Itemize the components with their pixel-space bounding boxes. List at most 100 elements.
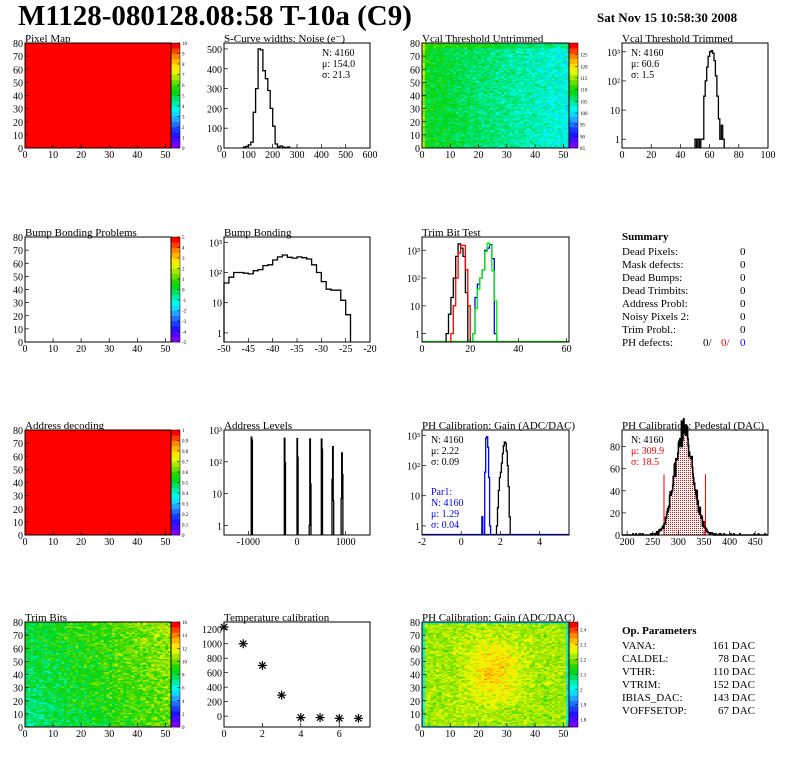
heatmap-cell — [430, 123, 434, 125]
heatmap-cell — [441, 83, 445, 86]
heatmap-cell — [478, 112, 482, 115]
heatmap-cell — [501, 121, 505, 124]
heatmap-cell — [467, 78, 471, 81]
palette-tick-label: 0.6 — [182, 471, 189, 476]
y-tick-label: 10³ — [407, 431, 420, 442]
heatmap-cell — [441, 66, 445, 69]
heatmap-cell — [441, 142, 445, 145]
heatmap-cell — [487, 54, 491, 57]
heatmap-cell — [461, 95, 465, 98]
heatmap-cell — [455, 96, 460, 99]
heatmap-cell — [453, 141, 457, 144]
heatmap-cell — [472, 56, 477, 58]
heatmap-cell — [492, 54, 496, 57]
heatmap-cell — [467, 125, 471, 128]
heatmap-cell — [453, 43, 457, 45]
heatmap-cell — [433, 132, 437, 134]
heatmap-cell — [509, 75, 513, 78]
heatmap-cell — [472, 92, 477, 95]
palette-tick-label: -2 — [182, 310, 187, 315]
heatmap-cell — [455, 44, 460, 46]
heatmap-cell — [427, 92, 431, 95]
heatmap-cell — [427, 117, 431, 120]
heatmap-cell — [441, 43, 445, 45]
heatmap-cell — [453, 146, 457, 149]
heatmap-cell — [441, 136, 445, 138]
heatmap-cell — [481, 77, 485, 79]
heatmap-cell — [495, 134, 499, 137]
heatmap-cell — [515, 130, 519, 133]
heatmap-cell — [512, 128, 516, 130]
stats-line: μ: 309.9 — [631, 446, 664, 457]
heatmap-cell — [475, 81, 479, 83]
heatmap-cell — [512, 103, 516, 105]
heatmap-cell — [472, 75, 477, 78]
heatmap-cell — [515, 100, 519, 103]
heatmap-cell — [487, 125, 491, 128]
heatmap-cell — [475, 85, 479, 87]
heatmap-cell — [447, 125, 451, 128]
heatmap-cell — [438, 134, 443, 137]
heatmap-cell — [422, 107, 426, 109]
heatmap-cell — [430, 100, 434, 103]
heatmap-cell — [427, 112, 431, 115]
heatmap-cell — [509, 111, 513, 113]
y-tick-label: 80 — [610, 443, 620, 454]
heatmap-cell — [441, 78, 445, 81]
heatmap-cell — [487, 106, 491, 108]
heatmap-cell — [444, 91, 448, 94]
heatmap-cell — [498, 103, 502, 105]
heatmap-cell — [475, 112, 479, 115]
heatmap-cell — [441, 86, 445, 88]
heatmap-cell — [472, 127, 477, 129]
heatmap-cell — [503, 145, 508, 147]
heatmap-cell — [503, 73, 508, 75]
heatmap-cell — [444, 50, 448, 53]
heatmap-cell — [472, 73, 477, 75]
heatmap-cell — [501, 81, 505, 83]
heatmap-cell — [484, 95, 488, 98]
palette-tick-label: 2 — [182, 126, 185, 131]
heatmap-cell — [467, 107, 471, 109]
heatmap-cell — [430, 107, 434, 109]
heatmap-cell — [484, 45, 488, 48]
heatmap-cell — [481, 94, 485, 96]
heatmap-cell — [427, 73, 431, 75]
heatmap-cell — [441, 69, 445, 71]
heatmap-cell — [478, 111, 482, 113]
heatmap-cell — [501, 95, 505, 98]
heatmap-cell — [447, 90, 451, 92]
heatmap-cell — [472, 77, 477, 79]
heatmap-cell — [470, 45, 474, 48]
heatmap-cell — [438, 64, 443, 66]
heatmap-cell — [461, 56, 465, 58]
heatmap-cell — [509, 50, 513, 53]
heatmap-cell — [509, 141, 513, 144]
heatmap-cell — [506, 73, 510, 75]
heatmap-cell — [484, 111, 488, 113]
heatmap-cell — [495, 90, 499, 92]
heatmap-cell — [481, 125, 485, 128]
heatmap-cell — [503, 121, 508, 124]
heatmap-cell — [458, 107, 462, 109]
heatmap-cell — [501, 115, 505, 117]
heatmap-cell — [487, 100, 491, 103]
heatmap-cell — [461, 77, 465, 79]
heatmap-cell — [453, 71, 457, 74]
heatmap-cell — [506, 43, 510, 45]
heatmap-cell — [475, 99, 479, 102]
palette-step — [171, 294, 180, 301]
heatmap-cell — [436, 145, 440, 147]
heatmap-cell — [444, 133, 448, 136]
heatmap-cell — [464, 82, 468, 84]
heatmap-cell — [427, 145, 431, 147]
stats-line: μ: 60.6 — [631, 59, 659, 70]
heatmap-cell — [438, 88, 443, 91]
heatmap-cell — [430, 113, 434, 116]
heatmap-cell — [444, 66, 448, 69]
y-tick-label: 100 — [207, 124, 222, 135]
heatmap-cell — [427, 49, 431, 52]
palette-step — [171, 430, 180, 436]
heatmap-cell — [512, 136, 516, 138]
palette-step — [171, 137, 180, 144]
